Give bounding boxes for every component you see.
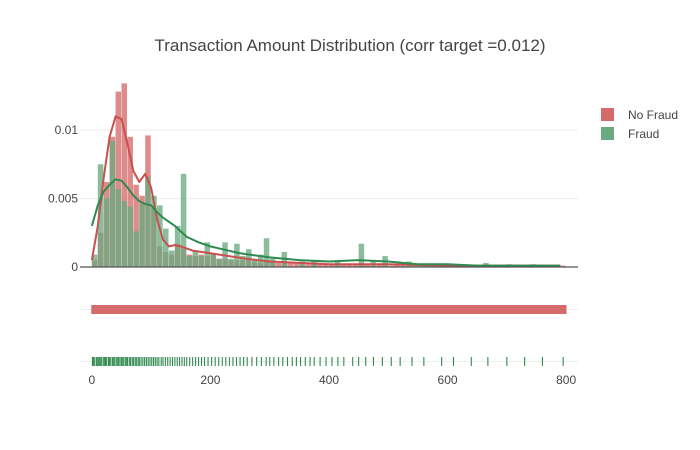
bar-fraud: [228, 258, 234, 267]
x-tick-labels: 0 200 400 600 800: [89, 373, 577, 387]
kde-line-no-fraud: [90, 115, 561, 267]
y-tick-label: 0.01: [55, 123, 79, 137]
bar-fraud: [97, 164, 104, 267]
bar-no-fraud: [388, 265, 394, 267]
x-tick-label: 400: [319, 373, 339, 387]
bar-fraud: [240, 256, 246, 267]
bar-fraud: [210, 253, 216, 267]
bar-fraud: [198, 256, 205, 267]
bar-no-fraud: [376, 264, 382, 267]
bar-no-fraud: [133, 184, 139, 267]
y-tick-label: 0.005: [48, 191, 78, 205]
bar-fraud: [180, 173, 187, 267]
bar-fraud: [91, 254, 98, 267]
bar-no-fraud: [417, 265, 424, 267]
bar-fraud: [234, 243, 240, 267]
x-tick-label: 800: [556, 373, 576, 387]
bar-fraud: [246, 249, 252, 267]
bar-no-fraud: [429, 265, 436, 267]
legend-swatch-fraud: [601, 127, 614, 140]
bar-fraud: [145, 176, 151, 267]
bar-no-fraud: [305, 264, 311, 267]
chart-title: Transaction Amount Distribution (corr ta…: [154, 36, 545, 55]
bar-no-fraud: [340, 264, 347, 267]
legend: No Fraud Fraud: [601, 108, 678, 141]
bar-fraud: [133, 231, 139, 267]
bar-no-fraud: [293, 262, 299, 267]
bar-no-fraud: [323, 264, 329, 267]
bar-no-fraud: [121, 83, 128, 268]
bar-fraud: [121, 201, 128, 267]
y-tick-label: 0: [71, 260, 78, 274]
legend-label-fraud: Fraud: [628, 127, 659, 141]
bar-no-fraud: [412, 265, 418, 267]
bar-fraud: [216, 258, 222, 267]
bar-fraud: [299, 261, 305, 267]
x-tick-label: 0: [89, 373, 96, 387]
kde-curves: [90, 115, 561, 267]
bar-fraud: [109, 140, 116, 267]
y-tick-labels: 0 0.005 0.01: [48, 123, 78, 274]
legend-item-no-fraud[interactable]: No Fraud: [601, 108, 678, 122]
bar-no-fraud: [329, 264, 335, 267]
bar-fraud: [186, 256, 193, 267]
x-tick-label: 200: [200, 373, 220, 387]
bar-no-fraud: [127, 136, 133, 267]
rug-plots: [80, 305, 578, 366]
legend-label-no-fraud: No Fraud: [628, 108, 678, 122]
kde-line-fraud: [90, 178, 561, 267]
bar-fraud: [103, 198, 110, 267]
bar-fraud: [204, 242, 211, 267]
bar-no-fraud: [346, 264, 353, 267]
bar-fraud: [151, 195, 157, 267]
bar-fraud: [115, 188, 122, 267]
bar-fraud: [163, 228, 169, 267]
bar-no-fraud: [317, 262, 323, 267]
legend-item-fraud[interactable]: Fraud: [601, 127, 659, 141]
x-tick-label: 600: [438, 373, 458, 387]
bar-no-fraud: [394, 264, 400, 267]
bar-fraud: [358, 243, 365, 267]
bar-fraud: [192, 250, 199, 267]
bar-fraud: [269, 258, 276, 267]
gridlines: [80, 129, 578, 199]
bar-fraud: [168, 250, 175, 267]
bar-no-fraud: [275, 262, 282, 267]
bar-no-fraud: [287, 262, 294, 267]
bar-no-fraud: [364, 264, 371, 267]
bar-fraud: [139, 203, 145, 267]
bar-fraud: [127, 206, 133, 267]
bar-fraud: [157, 205, 163, 267]
legend-swatch-no-fraud: [601, 108, 614, 121]
bar-no-fraud: [400, 265, 406, 267]
bar-fraud: [251, 258, 258, 267]
bar-no-fraud: [352, 264, 359, 267]
bar-no-fraud: [560, 265, 566, 267]
bar-fraud: [263, 238, 270, 267]
